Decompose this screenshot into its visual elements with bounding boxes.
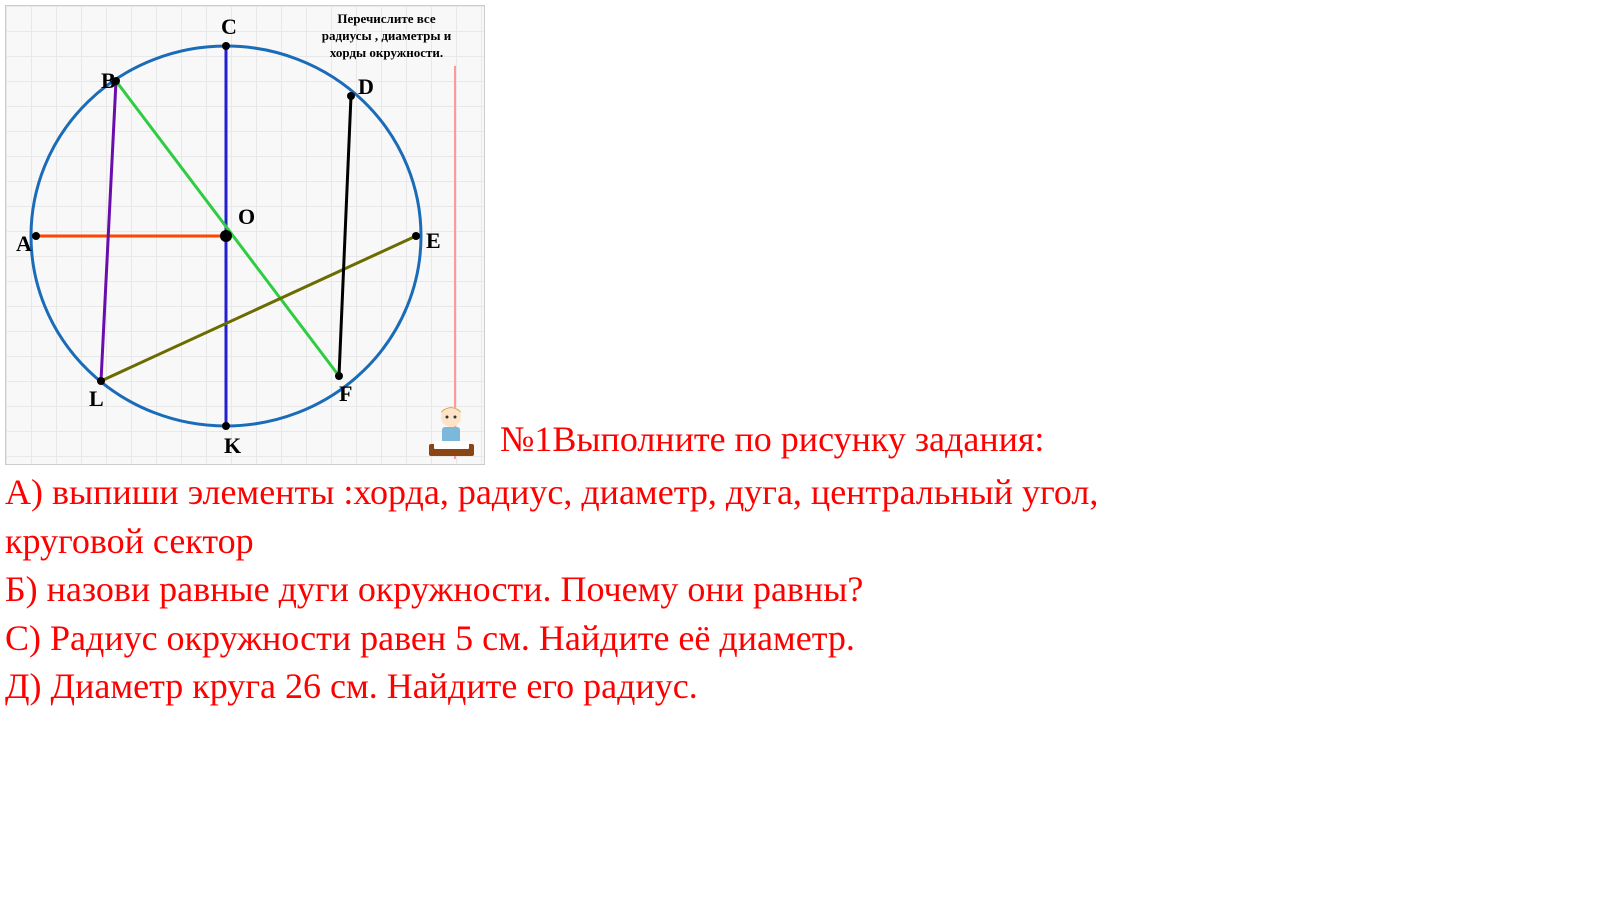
point-label-E: E xyxy=(426,228,441,254)
task-line-a: А) выпиши элементы :хорда, радиус, диаме… xyxy=(5,468,1595,517)
point-label-F: F xyxy=(339,381,352,407)
task-line-b: Б) назови равные дуги окружности. Почему… xyxy=(5,565,1595,614)
point-label-D: D xyxy=(358,74,374,100)
point-label-O: O xyxy=(238,204,255,230)
circle-diagram xyxy=(6,6,486,466)
point-label-L: L xyxy=(89,386,104,412)
point-label-A: A xyxy=(16,231,32,257)
diagram-grid: Перечислите все радиусы , диаметры и хор… xyxy=(6,6,484,464)
point-label-C: C xyxy=(221,14,237,40)
task-line-a2: круговой сектор xyxy=(5,517,1595,566)
point-label-B: B xyxy=(101,68,116,94)
task-body: А) выпиши элементы :хорда, радиус, диаме… xyxy=(5,410,1595,711)
diagram-container: Перечислите все радиусы , диаметры и хор… xyxy=(5,5,485,465)
task-line-d: Д) Диаметр круга 26 см. Найдите его ради… xyxy=(5,662,1595,711)
task-line-c: С) Радиус окружности равен 5 см. Найдите… xyxy=(5,614,1595,663)
